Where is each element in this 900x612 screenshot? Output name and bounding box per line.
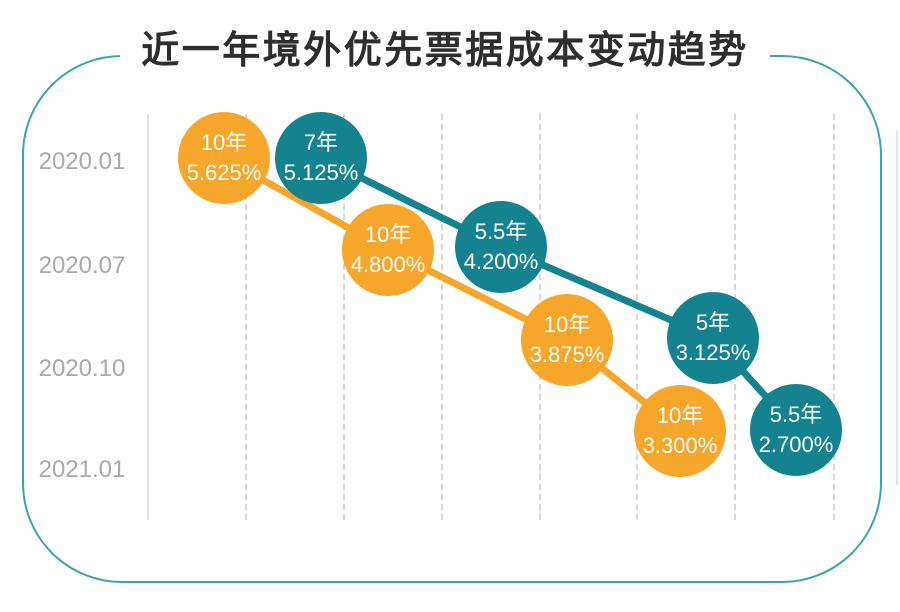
teal-series-bubble-3: 5年 3.125% [667,292,759,384]
vertical-gridline-2 [343,114,345,520]
bubble-tenor-label: 5.5年 [474,219,528,244]
teal-series-bubble-2: 5.5年 4.200% [455,201,547,293]
right-edge-line [896,130,898,485]
bubble-rate-label: 5.125% [283,160,359,185]
teal-series-line [319,154,799,433]
orange-series-line [222,154,683,434]
bubble-tenor-label: 5年 [695,310,731,335]
y-axis-line [147,114,149,520]
bubble-rate-label: 3.875% [529,342,605,367]
y-tick-label-3: 2020.10 [38,355,126,382]
y-tick-label-4: 2021.01 [38,456,126,483]
teal-series-bubble-1: 7年 5.125% [275,112,367,204]
bubble-rate-label: 3.125% [675,340,751,365]
vertical-gridline-3 [441,114,443,520]
bubble-rate-label: 4.800% [350,252,426,277]
chart-title: 近一年境外优先票据成本变动趋势 [120,22,770,80]
bubble-tenor-label: 5.5年 [769,402,823,427]
bubble-rate-label: 4.200% [463,249,539,274]
vertical-gridline-1 [245,114,247,520]
orange-series-bubble-1: 10年 5.625% [178,112,270,204]
bubble-tenor-label: 10年 [543,312,591,337]
bubble-tenor-label: 7年 [303,130,339,155]
bubble-rate-label: 3.300% [642,433,718,458]
bubble-tenor-label: 10年 [656,403,704,428]
y-tick-label-2: 2020.07 [38,252,126,279]
bubble-tenor-label: 10年 [200,130,248,155]
teal-series-bubble-4: 5.5年 2.700% [750,384,842,476]
vertical-gridline-7 [833,114,835,520]
orange-series-bubble-2: 10年 4.800% [342,204,434,296]
bubble-rate-label: 5.625% [186,160,262,185]
y-tick-label-1: 2020.01 [38,148,126,175]
bubble-rate-label: 2.700% [758,432,834,457]
bubble-tenor-label: 10年 [364,222,412,247]
orange-series-bubble-3: 10年 3.875% [521,294,613,386]
orange-series-bubble-4: 10年 3.300% [634,385,726,477]
vertical-gridline-5 [636,114,638,520]
